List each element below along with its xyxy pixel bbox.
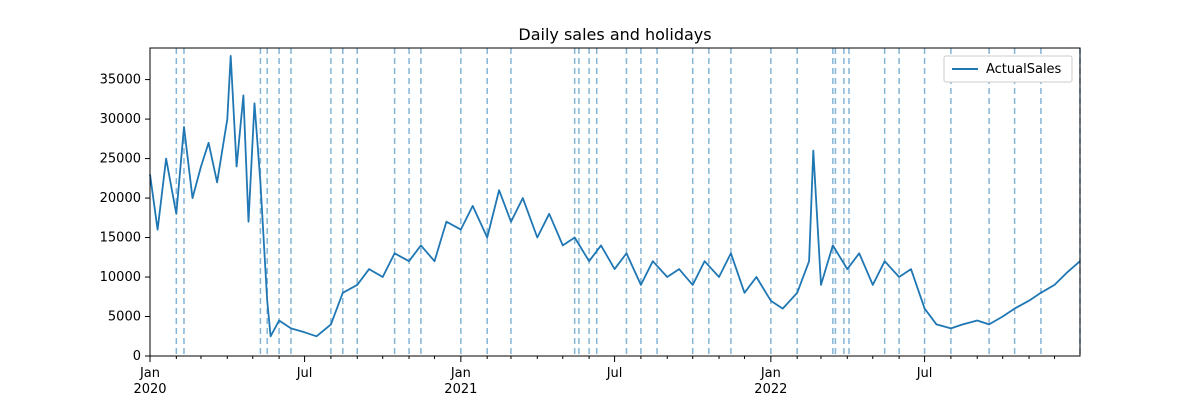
y-tick-label-4: 20000 — [100, 191, 141, 206]
x-tick-label-1: Jul — [296, 366, 313, 381]
x-tick-year-0: 2020 — [133, 382, 166, 397]
y-axis: 0 5000 10000 15000 20000 25000 30000 35000 — [100, 73, 150, 364]
y-tick-label-1: 5000 — [108, 310, 141, 325]
y-tick-label-6: 30000 — [100, 112, 141, 127]
y-tick-label-3: 15000 — [100, 231, 141, 246]
x-tick-label-3: Jul — [606, 366, 623, 381]
series-line-0 — [149, 55, 1081, 338]
x-tick-label-2: Jan — [450, 366, 471, 381]
x-tick-label-4: Jan — [760, 366, 781, 381]
plot-frame — [149, 47, 1081, 357]
y-tick-label-2: 10000 — [100, 270, 141, 285]
legend-label-actualsales: ActualSales — [986, 62, 1062, 77]
y-tick-label-0: 0 — [133, 349, 141, 364]
y-tick-label-7: 35000 — [100, 73, 141, 88]
y-tick-label-5: 25000 — [100, 152, 141, 167]
x-tick-label-5: Jul — [916, 366, 933, 381]
chart-title: Daily sales and holidays — [518, 25, 711, 44]
legend: ActualSales — [943, 55, 1073, 83]
x-tick-year-2: 2021 — [444, 382, 477, 397]
x-tick-label-0: Jan — [139, 366, 160, 381]
x-tick-year-4: 2022 — [754, 382, 787, 397]
series-layer — [149, 55, 1081, 338]
legend-box — [943, 55, 1073, 83]
holiday-lines — [175, 48, 1081, 356]
